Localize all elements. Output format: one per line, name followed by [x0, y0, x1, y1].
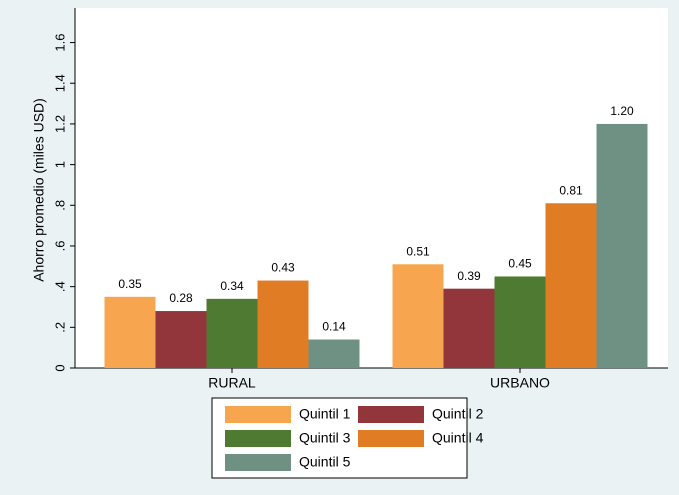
y-axis-title: Ahorro promedio (miles USD) [31, 98, 47, 282]
value-label: 0.34 [220, 279, 244, 293]
y-tick-label: .6 [52, 241, 67, 252]
legend-label: Quintil 1 [299, 406, 351, 422]
x-tick-label: RURAL [208, 375, 256, 391]
y-tick-label: .4 [52, 281, 67, 292]
legend-swatch [358, 406, 424, 423]
value-label: 1.20 [610, 104, 634, 118]
bar [392, 264, 444, 368]
bar [494, 276, 546, 368]
legend-label: Quintil 3 [299, 430, 351, 446]
value-label: 0.81 [559, 183, 583, 197]
legend-label: Quintil 2 [432, 406, 484, 422]
bar [155, 311, 207, 368]
y-tick-label: .2 [52, 322, 67, 333]
y-tick-label: 1.2 [52, 115, 67, 133]
bar [206, 298, 258, 368]
bar [104, 296, 156, 368]
y-tick-label: 0 [52, 364, 67, 371]
value-label: 0.35 [118, 277, 142, 291]
value-label: 0.39 [457, 269, 481, 283]
x-tick-label: URBANO [490, 375, 550, 391]
y-tick-label: 1.6 [52, 34, 67, 52]
legend-swatch [225, 454, 291, 471]
y-tick-label: .8 [52, 200, 67, 211]
bar [308, 339, 360, 368]
legend-swatch [358, 430, 424, 447]
bar [443, 288, 495, 368]
legend-swatch [225, 406, 291, 423]
legend-swatch [225, 430, 291, 447]
y-tick-label: 1.4 [52, 74, 67, 92]
legend-label: Quintil 4 [432, 430, 484, 446]
y-tick-label: 1 [52, 161, 67, 168]
value-label: 0.14 [322, 320, 346, 334]
legend-label: Quintil 5 [299, 454, 351, 470]
value-label: 0.28 [169, 291, 193, 305]
value-label: 0.43 [271, 261, 295, 275]
bar [596, 123, 648, 368]
bar [257, 280, 309, 368]
bar [545, 203, 597, 368]
value-label: 0.51 [406, 244, 430, 258]
value-label: 0.45 [508, 257, 532, 271]
